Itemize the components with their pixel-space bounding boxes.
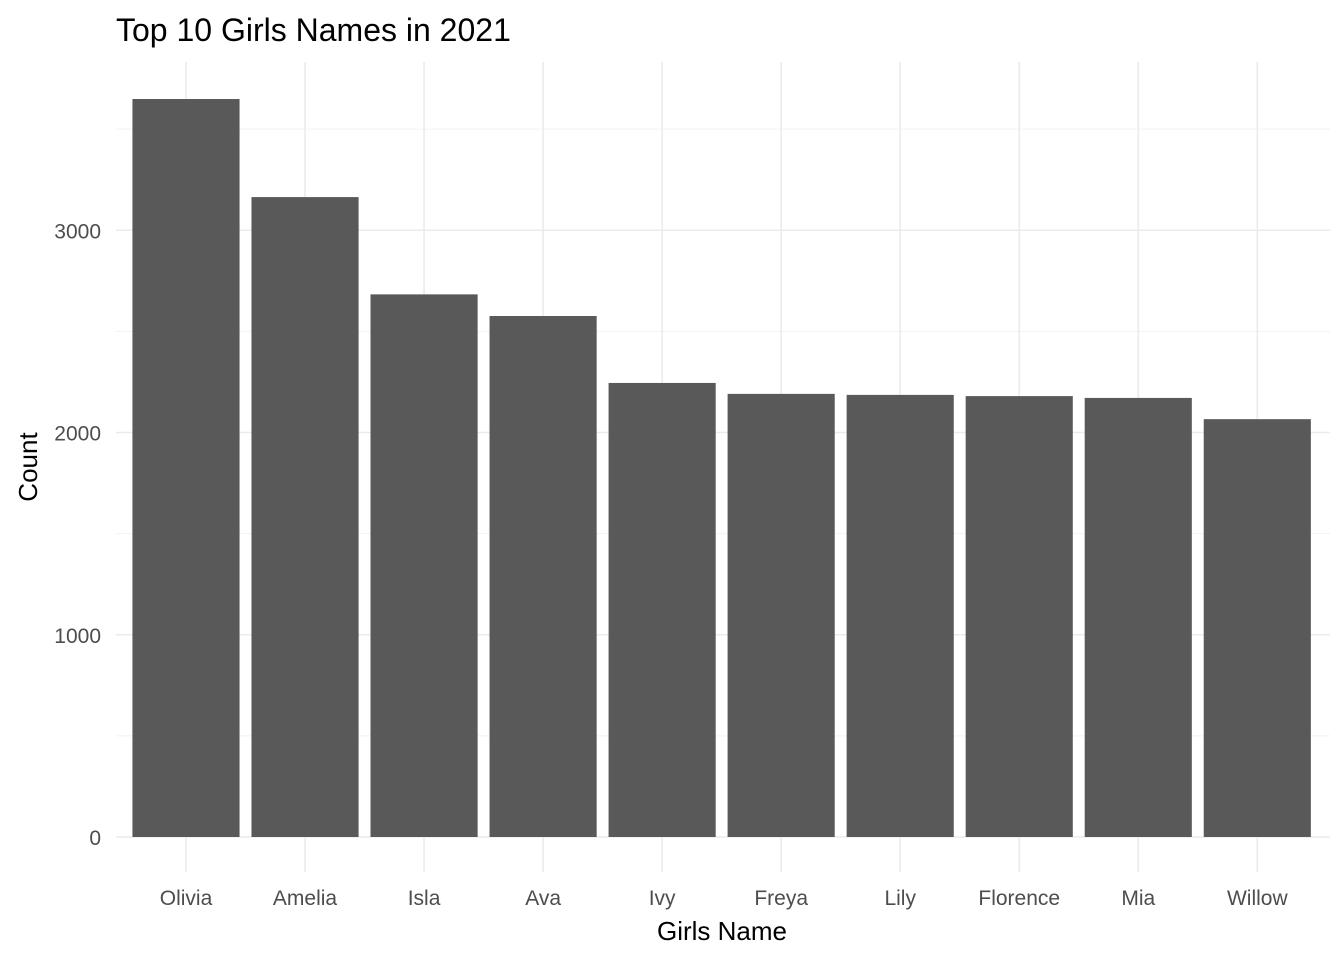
bar-isla (370, 294, 478, 837)
bar-freya (727, 393, 835, 837)
x-tick-label: Willow (1227, 887, 1288, 910)
x-tick-label: Florence (978, 887, 1060, 910)
chart-title: Top 10 Girls Names in 2021 (116, 12, 511, 48)
x-tick-label: Freya (754, 887, 808, 910)
y-tick-label: 1000 (54, 625, 101, 648)
bar-lily (846, 394, 954, 837)
x-axis-ticks: Olivia Amelia Isla Ava Ivy Freya Lily Florence M… (160, 887, 1289, 910)
bar-mia (1084, 397, 1192, 837)
x-tick-label: Ivy (649, 887, 676, 910)
x-tick-label: Amelia (273, 887, 338, 910)
bar-olivia (132, 99, 240, 837)
bar-florence (965, 396, 1073, 837)
bar-ivy (608, 382, 716, 837)
y-axis-ticks: 0 1000 2000 3000 (54, 220, 101, 850)
y-tick-label: 0 (89, 827, 101, 850)
x-tick-label: Olivia (160, 887, 213, 910)
x-tick-label: Lily (884, 887, 916, 910)
bar-ava (489, 316, 597, 837)
y-tick-label: 3000 (54, 220, 101, 243)
bar-willow (1203, 419, 1311, 837)
bar-amelia (251, 197, 359, 837)
y-tick-label: 2000 (54, 423, 101, 446)
x-axis-title: Girls Name (657, 916, 787, 946)
x-tick-label: Isla (408, 887, 441, 910)
bars (132, 99, 1311, 837)
x-tick-label: Mia (1121, 887, 1155, 910)
y-axis-title: Count (13, 432, 43, 502)
x-tick-label: Ava (525, 887, 561, 910)
